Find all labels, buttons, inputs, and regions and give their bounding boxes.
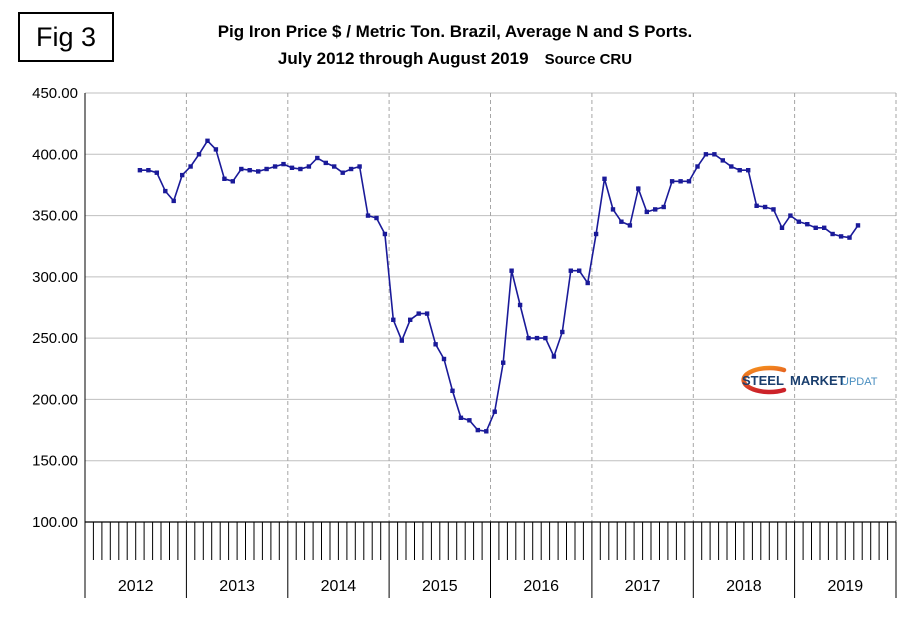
svg-text:2013: 2013 xyxy=(219,578,255,595)
svg-text:2017: 2017 xyxy=(625,578,661,595)
svg-text:350.00: 350.00 xyxy=(32,208,78,225)
figure-number-box: Fig 3 xyxy=(18,12,114,62)
logo-word-market: MARKET xyxy=(790,373,846,388)
chart-subtitle-row: July 2012 through August 2019 Source CRU xyxy=(0,45,910,73)
chart-subtitle: July 2012 through August 2019 xyxy=(277,49,529,68)
vertical-dashed-gridlines xyxy=(185,93,897,522)
axis-lines xyxy=(84,93,896,560)
svg-text:400.00: 400.00 xyxy=(32,146,78,163)
svg-text:300.00: 300.00 xyxy=(32,269,78,286)
svg-text:2019: 2019 xyxy=(828,578,864,595)
svg-text:2014: 2014 xyxy=(321,578,357,595)
logo-word-steel: STEEL xyxy=(742,373,784,388)
x-axis-ticks xyxy=(84,522,897,598)
chart-source: Source CRU xyxy=(544,51,633,68)
svg-text:100.00: 100.00 xyxy=(32,514,78,531)
logo-swoosh-icon xyxy=(741,365,787,395)
chart-title: Pig Iron Price $ / Metric Ton. Brazil, A… xyxy=(217,22,693,41)
svg-text:150.00: 150.00 xyxy=(32,453,78,470)
svg-text:2012: 2012 xyxy=(118,578,154,595)
price-series-markers xyxy=(137,138,861,434)
y-axis-labels: 450.00 400.00 350.00 300.00 250.00 200.00 150.… xyxy=(32,85,78,531)
svg-text:2016: 2016 xyxy=(523,578,559,595)
logo-word-update: UPDATE xyxy=(841,376,878,388)
steel-market-update-logo: STEEL MARKET UPDATE xyxy=(728,363,885,397)
svg-text:450.00: 450.00 xyxy=(32,85,78,102)
logo-graphic: STEEL MARKET UPDATE xyxy=(741,365,885,395)
svg-text:200.00: 200.00 xyxy=(32,391,78,408)
chart-header: Pig Iron Price $ / Metric Ton. Brazil, A… xyxy=(0,18,910,73)
svg-text:2015: 2015 xyxy=(422,578,458,595)
svg-text:250.00: 250.00 xyxy=(32,330,78,347)
x-axis-year-labels: 2012 2013 2014 2015 2016 2017 2018 2019 xyxy=(118,578,863,595)
figure-number-label: Fig 3 xyxy=(35,21,97,52)
svg-text:2018: 2018 xyxy=(726,578,762,595)
